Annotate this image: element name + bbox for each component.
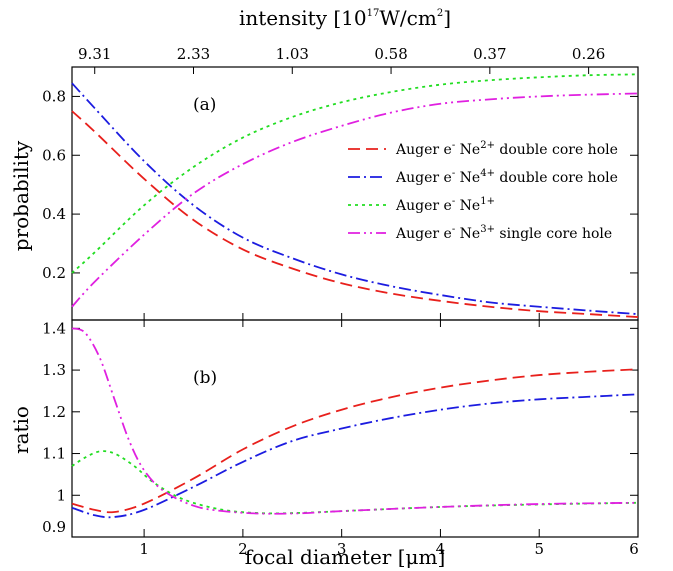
bottom-axis-tick-label: 2 bbox=[238, 540, 248, 558]
top-axis-tick-label: 9.31 bbox=[78, 45, 111, 63]
top-axis-label-close: ] bbox=[443, 6, 451, 30]
series-line-ne2 bbox=[71, 368, 639, 514]
series-line-ne3 bbox=[71, 327, 639, 515]
panel-b-frame bbox=[71, 319, 639, 538]
panel-a-ylabel: probability bbox=[9, 140, 33, 251]
bottom-axis-label-unit: μm bbox=[406, 545, 438, 569]
panel-b-label: (b) bbox=[193, 368, 217, 388]
legend-entry-ne3: Auger e- Ne3+ single core hole bbox=[395, 224, 612, 242]
top-axis-tick-label: 2.33 bbox=[177, 45, 210, 63]
panel-b-ytick-label: 1.3 bbox=[42, 361, 66, 379]
panel-b-ytick-label: 1.4 bbox=[42, 319, 66, 337]
panel-a-ytick-label: 0.2 bbox=[42, 264, 66, 282]
series-line-ne2 bbox=[71, 110, 639, 318]
top-axis-label: intensity [1017W/cm2] bbox=[239, 6, 451, 30]
legend-entry-ne1: Auger e- Ne1+ bbox=[395, 196, 495, 214]
panel-a-frame bbox=[71, 66, 639, 321]
legend-entry-ne2: Auger e- Ne2+ double core hole bbox=[395, 140, 618, 158]
top-axis-tick-label: 0.58 bbox=[374, 45, 407, 63]
bottom-axis-label-close: ] bbox=[438, 545, 446, 569]
panel-a-label: (a) bbox=[193, 95, 216, 115]
panel-a: 0.2 0.4 0.6 0.8 9.31 2.33 1.03 0.58 0.37 0.26 (a)… bbox=[9, 45, 639, 321]
bottom-axis-tick-label: 3 bbox=[337, 540, 347, 558]
top-axis-tick-label: 0.37 bbox=[473, 45, 506, 63]
top-axis-tick-label: 0.26 bbox=[572, 45, 605, 63]
bottom-axis-tick-label: 1 bbox=[139, 540, 149, 558]
panel-b-ytick-label: 1.2 bbox=[42, 403, 66, 421]
top-axis-tick-label: 1.03 bbox=[276, 45, 309, 63]
top-axis-label-main: intensity [10 bbox=[239, 6, 367, 30]
panel-a-ytick-label: 0.8 bbox=[42, 87, 66, 105]
legend: Auger e- Ne2+ double core hole Auger e- N… bbox=[348, 140, 618, 242]
bottom-axis-label: focal diameter [μm] bbox=[245, 545, 446, 569]
series-line-ne3 bbox=[71, 92, 639, 308]
series-line-ne4 bbox=[71, 393, 639, 519]
panel-b-ylabel: ratio bbox=[9, 406, 33, 454]
panel-b-ytick-label: 1 bbox=[56, 486, 66, 504]
top-axis-label-unit: W/cm bbox=[379, 6, 436, 30]
panel-b-ytick-label: 1.1 bbox=[42, 445, 66, 463]
bottom-axis-label-main: focal diameter [ bbox=[245, 545, 406, 569]
panel-b-ytick-label: 0.9 bbox=[42, 518, 66, 536]
series-line-ne4 bbox=[71, 82, 639, 316]
legend-entry-ne4: Auger e- Ne4+ double core hole bbox=[395, 168, 618, 186]
top-axis-label-unit-exp: 2 bbox=[437, 8, 443, 19]
top-axis-label-exp: 17 bbox=[367, 8, 380, 19]
panel-b: 1 1.1 1.2 1.3 1.4 0.9 1 2 3 4 5 6 (b) ratio bbox=[9, 319, 639, 558]
series-line-ne1 bbox=[71, 73, 639, 274]
panel-a-ytick-label: 0.6 bbox=[42, 146, 66, 164]
panel-a-ytick-label: 0.4 bbox=[42, 205, 66, 223]
bottom-axis-tick-label: 6 bbox=[629, 540, 639, 558]
bottom-axis-tick-label: 4 bbox=[436, 540, 446, 558]
bottom-axis-tick-label: 5 bbox=[534, 540, 544, 558]
